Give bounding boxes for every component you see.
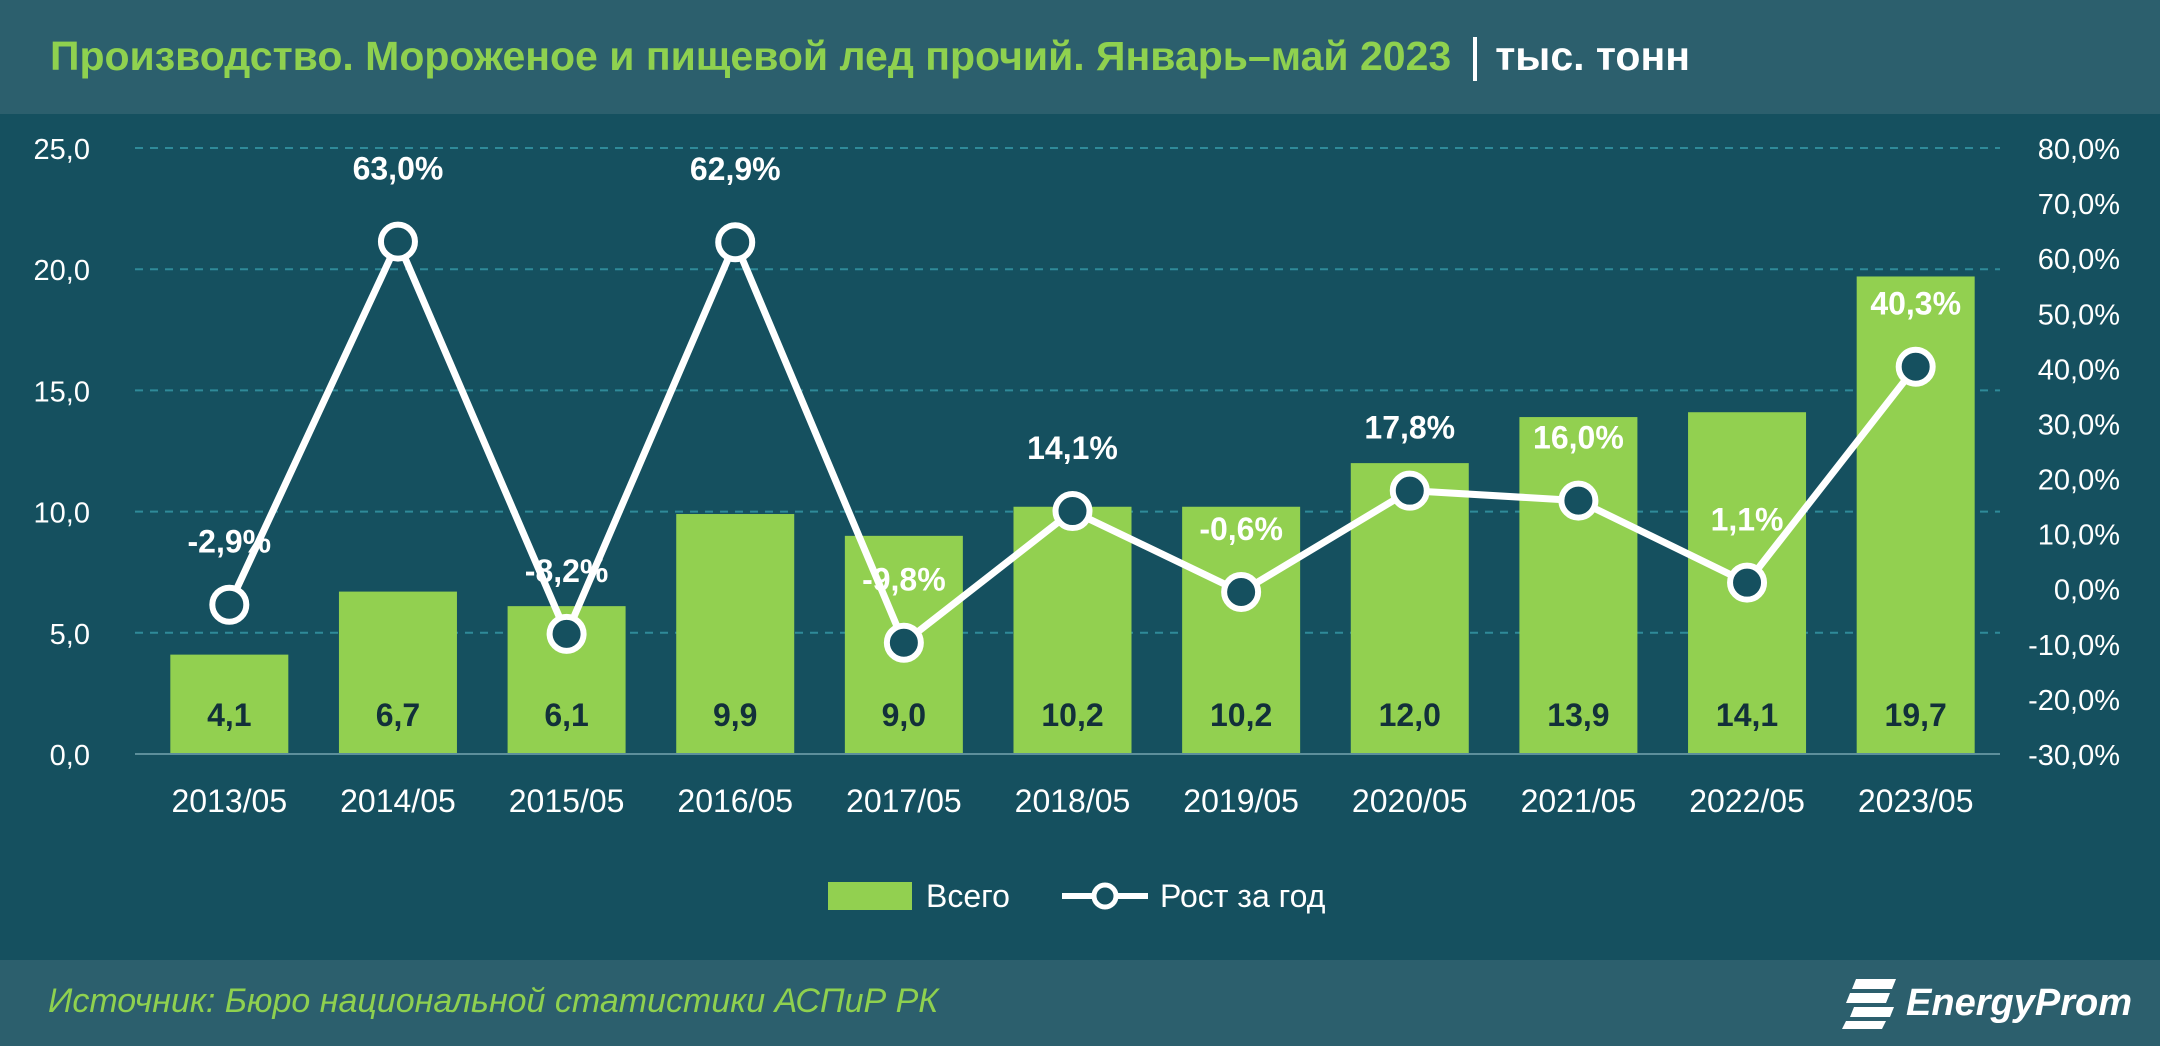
x-tick-label: 2018/05	[1015, 783, 1131, 819]
title-bar: Производство. Мороженое и пищевой лед пр…	[0, 0, 2160, 114]
growth-point	[883, 622, 924, 663]
bar-value-label: 19,7	[1885, 697, 1947, 733]
growth-line	[209, 221, 1936, 663]
growth-point	[1389, 470, 1430, 511]
bar	[170, 654, 289, 754]
y-right-tick-label: 20,0%	[2038, 465, 2120, 497]
y-left-tick-label: 20,0	[34, 255, 90, 287]
chart-title-text: Производство. Мороженое и пищевой лед пр…	[50, 32, 1452, 79]
chart-unit: тыс. тонн	[1495, 32, 1691, 79]
bar-value-label: 12,0	[1379, 697, 1441, 733]
bar	[676, 514, 795, 754]
source-note: Источник: Бюро национальной статистики А…	[48, 982, 939, 1020]
growth-point	[1221, 572, 1262, 613]
bar	[1013, 506, 1132, 754]
chart-title: Производство. Мороженое и пищевой лед пр…	[50, 32, 1691, 82]
bar-value-label: 10,2	[1041, 697, 1103, 733]
bar-value-label: 6,7	[376, 697, 420, 733]
growth-value-label: -8,2%	[525, 553, 609, 589]
growth-value-label: -9,8%	[862, 562, 946, 598]
growth-value-label: 17,8%	[1364, 410, 1455, 446]
bar-value-label: 6,1	[544, 697, 588, 733]
energyprom-logo: EnergyProm	[1842, 972, 2132, 1034]
growth-value-label: 63,0%	[353, 151, 444, 187]
y-left-tick-label: 5,0	[50, 619, 90, 651]
footer: Источник: Бюро национальной статистики А…	[0, 960, 2160, 1046]
x-tick-label: 2015/05	[509, 783, 625, 819]
y-left-tick-label: 25,0	[34, 134, 90, 166]
bar-value-label: 14,1	[1716, 697, 1778, 733]
x-tick-label: 2013/05	[171, 783, 287, 819]
data-labels: 4,1 6,7 6,1 9,9 9,0 10,2 10,2 12,0 13,9 14,1 19,7 -…	[188, 151, 1962, 733]
chart-area: 0,0 5,0 10,0 15,0 20,0 25,0 -30,0% -20,0% -10,0%…	[0, 114, 2160, 960]
y-right-tick-label: -30,0%	[2028, 740, 2120, 772]
x-tick-label: 2016/05	[677, 783, 793, 819]
x-tick-label: 2014/05	[340, 783, 456, 819]
y-right-tick-label: 50,0%	[2038, 299, 2120, 331]
y-right-tick-label: 80,0%	[2038, 134, 2120, 166]
growth-value-label: 16,0%	[1533, 420, 1624, 456]
growth-value-label: 1,1%	[1711, 502, 1784, 538]
y-left-tick-label: 10,0	[34, 498, 90, 530]
x-tick-label: 2023/05	[1858, 783, 1974, 819]
growth-point	[546, 613, 587, 654]
growth-value-label: -0,6%	[1199, 511, 1283, 547]
chart-svg: 0,0 5,0 10,0 15,0 20,0 25,0 -30,0% -20,0% -10,0%…	[34, 134, 2120, 914]
bar	[1519, 417, 1638, 754]
growth-point	[377, 221, 418, 262]
title-separator	[1473, 37, 1478, 82]
growth-point	[1895, 346, 1936, 387]
growth-point	[715, 222, 756, 263]
bar	[338, 591, 457, 754]
growth-point	[209, 584, 250, 625]
x-tick-label: 2022/05	[1689, 783, 1805, 819]
y-right-tick-label: -10,0%	[2028, 630, 2120, 662]
growth-point	[1558, 480, 1599, 521]
x-tick-label: 2017/05	[846, 783, 962, 819]
legend: Всего Рост за год	[828, 878, 1326, 914]
bar-value-label: 10,2	[1210, 697, 1272, 733]
bar-value-label: 4,1	[207, 697, 251, 733]
growth-value-label: 14,1%	[1027, 430, 1118, 466]
y-right-tick-label: 10,0%	[2038, 520, 2120, 552]
y-right-tick-label: 0,0%	[2054, 575, 2120, 607]
legend-bar-swatch	[828, 882, 912, 910]
bar-value-label: 9,9	[713, 697, 757, 733]
legend-bar-label: Всего	[926, 878, 1010, 914]
legend-line-label: Рост за год	[1160, 878, 1326, 914]
x-tick-label: 2019/05	[1183, 783, 1299, 819]
y-right-tick-label: -20,0%	[2028, 685, 2120, 717]
y-right-tick-label: 70,0%	[2038, 189, 2120, 221]
axes: 0,0 5,0 10,0 15,0 20,0 25,0 -30,0% -20,0% -10,0%…	[34, 134, 2120, 819]
x-tick-label: 2020/05	[1352, 783, 1468, 819]
growth-value-label: 40,3%	[1870, 286, 1961, 322]
bar	[1182, 506, 1301, 754]
y-right-tick-label: 30,0%	[2038, 409, 2120, 441]
growth-point	[1052, 491, 1093, 532]
x-tick-label: 2021/05	[1521, 783, 1637, 819]
growth-value-label: 62,9%	[690, 151, 781, 187]
y-left-tick-label: 0,0	[50, 740, 90, 772]
y-left-tick-label: 15,0	[34, 376, 90, 408]
legend-line-marker	[1091, 882, 1119, 910]
bar-value-label: 9,0	[882, 697, 926, 733]
bar-value-label: 13,9	[1547, 697, 1609, 733]
energyprom-logo-icon	[1842, 979, 1897, 1029]
y-right-tick-label: 60,0%	[2038, 244, 2120, 276]
logo-text: EnergyProm	[1906, 981, 2132, 1024]
y-right-tick-label: 40,0%	[2038, 354, 2120, 386]
growth-value-label: -2,9%	[188, 524, 272, 560]
growth-point	[1727, 562, 1768, 603]
